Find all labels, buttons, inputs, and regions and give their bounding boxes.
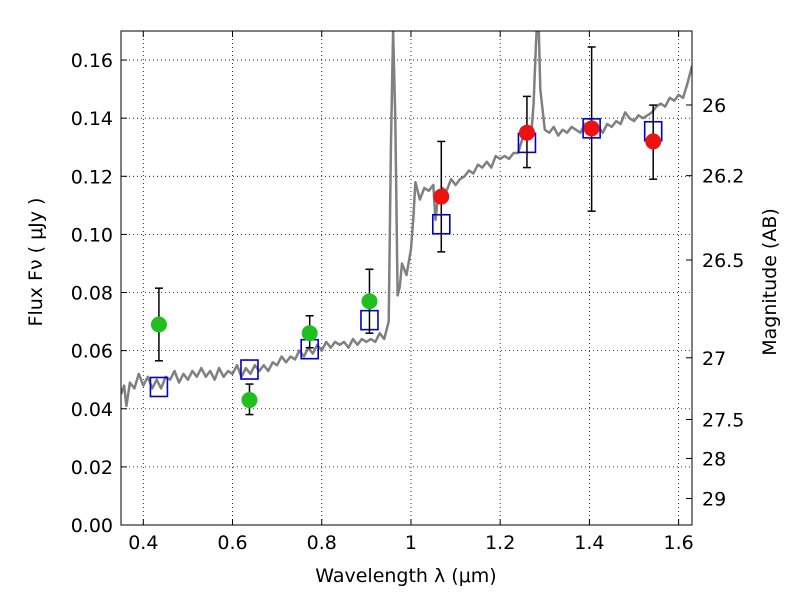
x-tick-label: 1.2 (485, 532, 515, 554)
tick-labels: 0.4 0.6 0.8 1 1.2 1.4 1.6 0.00 0.02 0.04 0.06 0.08 0… (71, 50, 745, 554)
data-point (241, 392, 258, 409)
y2-tick-label: 27 (702, 348, 726, 370)
plot-area (121, 31, 692, 416)
x-tick-label: 0.4 (128, 532, 158, 554)
y2-tick-label: 28 (702, 448, 726, 470)
x-tick-label: 1.4 (574, 532, 604, 554)
x-tick-label: 1.6 (664, 532, 694, 554)
ticks (121, 31, 692, 526)
data-point (583, 120, 600, 137)
x-tick-label: 1 (405, 532, 417, 554)
plot-frame (120, 30, 693, 526)
y2-tick-label: 26.5 (702, 250, 744, 272)
y2-tick-label: 27.5 (702, 409, 744, 431)
data-point (361, 293, 378, 310)
y-tick-label: 0.10 (71, 224, 113, 246)
model-square-marker (240, 359, 259, 380)
data-point (150, 316, 167, 333)
x-tick-label: 0.6 (217, 532, 247, 554)
y-axis-label: Flux Fν ( μJy ) (25, 198, 47, 327)
plot-background (121, 31, 692, 525)
model-square-marker (149, 376, 169, 398)
y-tick-label: 0.02 (71, 457, 113, 479)
y2-tick-label: 29 (702, 488, 726, 510)
y-tick-label: 0.14 (71, 108, 113, 130)
y2-tick-label: 26.2 (702, 166, 744, 188)
data-point (645, 133, 662, 150)
data-point (518, 124, 535, 141)
data-point (301, 325, 318, 342)
y-tick-label: 0.04 (71, 399, 113, 421)
y2-tick-label: 26 (702, 95, 726, 117)
y-tick-label: 0.16 (71, 50, 113, 72)
y-tick-label: 0.06 (71, 341, 113, 363)
y-tick-label: 0.00 (71, 515, 113, 537)
y-tick-label: 0.12 (71, 166, 113, 188)
x-tick-label: 0.8 (307, 532, 337, 554)
data-point (433, 188, 450, 205)
y2-axis-label: Magnitude (AB) (759, 208, 781, 356)
x-axis-label: Wavelength λ (μm) (315, 565, 496, 587)
y-tick-label: 0.08 (71, 283, 113, 305)
